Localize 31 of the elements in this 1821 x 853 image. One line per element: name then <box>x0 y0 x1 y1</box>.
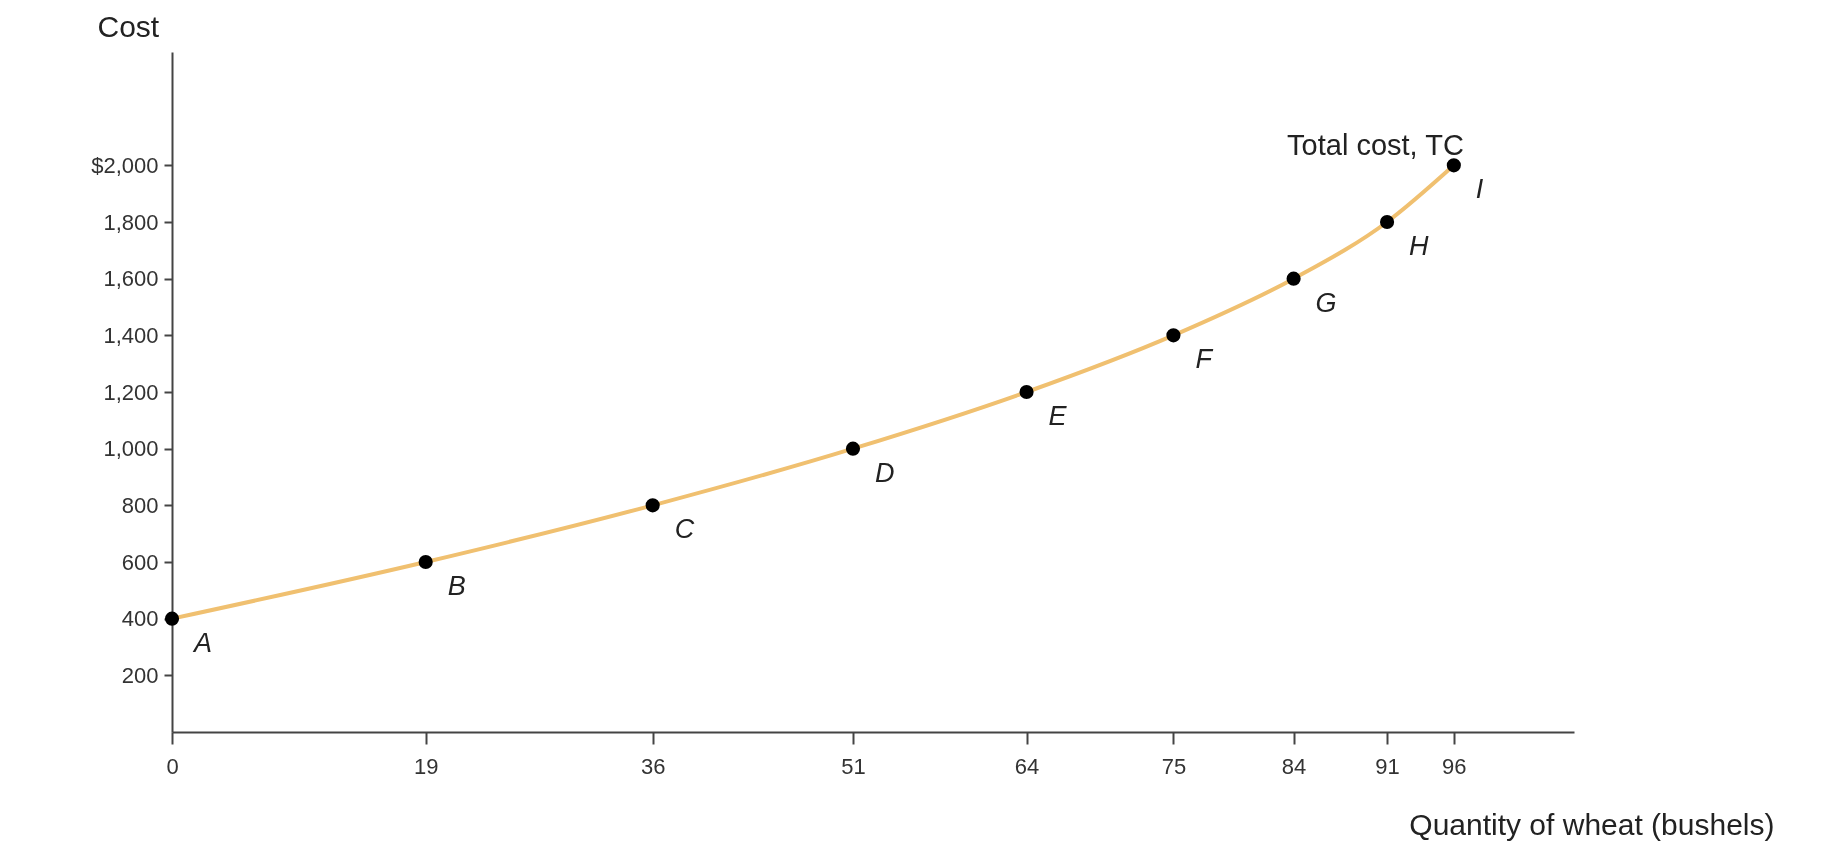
y-tick-label: 1,600 <box>103 266 159 292</box>
x-tick-label: 84 <box>1281 753 1307 779</box>
y-tick-label: 1,200 <box>103 379 159 405</box>
x-tick-label: 91 <box>1375 753 1400 779</box>
x-axis-title: Quantity of wheat (bushels) <box>1409 807 1775 841</box>
x-tick-label: 0 <box>166 753 179 779</box>
y-tick-label: 1,000 <box>103 436 159 462</box>
y-tick-label: 400 <box>121 606 159 632</box>
annotation: F <box>1195 344 1214 375</box>
y-tick-label: 200 <box>121 662 159 688</box>
x-tick-label: 64 <box>1014 753 1040 779</box>
x-tick-label: 75 <box>1161 753 1187 779</box>
annotation: A <box>192 627 213 658</box>
y-tick-label: 600 <box>121 549 159 575</box>
annotation: G <box>1315 287 1337 318</box>
x-tick-label: 96 <box>1442 753 1467 779</box>
y-axis-title: Cost <box>97 9 160 43</box>
y-tick-label: 1,800 <box>103 209 159 235</box>
series-label: Total cost, TC <box>1287 129 1464 162</box>
y-tick-label: $2,000 <box>91 152 159 178</box>
annotation: D <box>874 457 895 488</box>
y-tick-label: 1,400 <box>103 322 159 348</box>
annotation: E <box>1048 401 1068 431</box>
y-tick-label: 800 <box>121 492 159 518</box>
annotation: B <box>447 571 466 601</box>
annotation: H <box>1409 231 1430 261</box>
x-tick-label: 36 <box>640 753 666 779</box>
x-tick-label: 51 <box>841 753 866 779</box>
annotation: I <box>1475 174 1484 205</box>
annotation: C <box>674 514 695 545</box>
x-tick-label: 19 <box>413 753 439 779</box>
